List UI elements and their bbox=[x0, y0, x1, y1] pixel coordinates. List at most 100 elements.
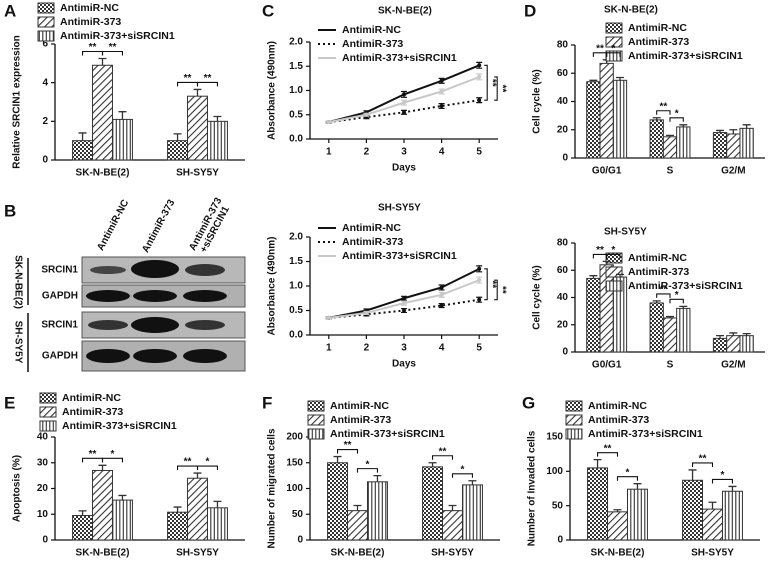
bar bbox=[739, 127, 754, 159]
legend-label: AntimiR-NC bbox=[628, 252, 687, 264]
y-tick-label: 0.0 bbox=[289, 134, 303, 145]
error-bar bbox=[448, 504, 457, 511]
significance-label: ** bbox=[184, 457, 192, 468]
band bbox=[183, 349, 227, 363]
legend-swatch bbox=[307, 428, 325, 440]
x-tick-label: 1 bbox=[326, 147, 332, 158]
x-tick-label: G0/G1 bbox=[592, 166, 622, 177]
bar bbox=[599, 264, 614, 353]
point bbox=[402, 301, 406, 306]
legend-swatch bbox=[307, 400, 325, 412]
point bbox=[477, 74, 482, 79]
y-tick-label: 0.5 bbox=[289, 305, 303, 316]
x-tick-label: 2 bbox=[364, 147, 370, 158]
y-tick-label: 150 bbox=[546, 432, 563, 443]
error-bar bbox=[666, 134, 674, 137]
bar bbox=[607, 511, 628, 541]
significance-bracket bbox=[606, 253, 621, 259]
band bbox=[133, 290, 177, 302]
band bbox=[86, 290, 130, 302]
y-axis-label: Number of Invaded cells bbox=[527, 430, 538, 546]
y-tick-label: 150 bbox=[286, 457, 303, 468]
x-tick-label: 1 bbox=[326, 343, 332, 354]
significance-bracket bbox=[101, 50, 123, 56]
y-tick-label: 40 bbox=[37, 432, 49, 443]
legend-label: AntimiR-NC bbox=[628, 22, 687, 34]
bar bbox=[347, 510, 368, 541]
x-tick-label: SH-SY5Y bbox=[176, 168, 219, 179]
bar bbox=[712, 132, 728, 159]
bar bbox=[92, 64, 113, 161]
y-tick-label: 0 bbox=[42, 535, 48, 546]
significance-bracket bbox=[196, 465, 218, 471]
bar bbox=[167, 511, 189, 541]
error-bar bbox=[589, 79, 598, 82]
significance-bracket bbox=[484, 64, 488, 101]
legend-swatch bbox=[565, 400, 583, 412]
bar bbox=[726, 335, 741, 353]
significance-label: ** bbox=[596, 245, 604, 256]
bar bbox=[72, 515, 94, 541]
x-axis-label: Days bbox=[392, 359, 416, 370]
bar bbox=[612, 79, 628, 159]
error-bar bbox=[428, 462, 437, 467]
bar bbox=[366, 481, 388, 541]
y-tick-label: 0 bbox=[562, 347, 568, 358]
panel-label: B bbox=[4, 201, 16, 220]
significance-bracket bbox=[669, 117, 684, 122]
significance-bracket bbox=[432, 455, 454, 460]
significance-bracket bbox=[606, 52, 621, 57]
significance-bracket bbox=[669, 298, 684, 304]
group-label: SH-SY5Y bbox=[12, 321, 23, 364]
legend-label: AntimiR-NC bbox=[342, 24, 401, 36]
legend-label: AntimiR-373+siSRCIN1 bbox=[330, 428, 445, 440]
y-tick-label: 20 bbox=[557, 319, 569, 330]
x-tick-label: 3 bbox=[401, 343, 407, 354]
error-bar bbox=[589, 275, 598, 279]
significance-label: ** bbox=[487, 280, 498, 288]
point bbox=[439, 104, 444, 109]
lane-label: GAPDH bbox=[42, 291, 78, 302]
column-label: AntimiR-373 bbox=[140, 198, 177, 255]
chart-title: SH-SY5Y bbox=[604, 227, 647, 238]
error-bar bbox=[78, 132, 87, 141]
point bbox=[402, 110, 406, 115]
band bbox=[131, 260, 179, 278]
point bbox=[326, 120, 331, 125]
significance-bracket bbox=[656, 293, 671, 298]
y-tick-label: 1.5 bbox=[289, 256, 303, 267]
bar bbox=[327, 462, 349, 541]
legend-swatch bbox=[605, 252, 623, 264]
error-bar bbox=[679, 124, 688, 127]
bar bbox=[72, 140, 94, 161]
bar bbox=[662, 136, 678, 159]
significance-label: ** bbox=[596, 43, 604, 54]
column-label: AntimiR-NC bbox=[95, 198, 131, 253]
x-tick-label: 2 bbox=[364, 343, 370, 354]
bar bbox=[587, 467, 609, 541]
y-axis-label: Number of migrated cells bbox=[267, 428, 278, 548]
legend-label: AntimiR-373 bbox=[628, 36, 689, 48]
legend-swatch bbox=[605, 22, 623, 34]
point bbox=[477, 63, 482, 68]
y-tick-label: 40 bbox=[557, 96, 569, 107]
bar bbox=[111, 499, 133, 541]
point bbox=[439, 292, 444, 297]
y-tick-label: 200 bbox=[286, 432, 303, 443]
significance-label: * bbox=[111, 449, 115, 460]
legend-swatch bbox=[39, 406, 57, 418]
bar bbox=[662, 317, 678, 353]
error-bar bbox=[373, 474, 382, 482]
significance-label: * bbox=[461, 464, 465, 475]
bar bbox=[111, 118, 133, 161]
legend-label: AntimiR-373 bbox=[62, 406, 123, 418]
error-bar bbox=[333, 455, 342, 463]
group-label: SK-N-BE(2) bbox=[12, 255, 23, 309]
bar bbox=[721, 490, 743, 541]
x-tick-label: 4 bbox=[439, 147, 445, 158]
error-bar bbox=[688, 469, 697, 481]
y-axis-label: Apoptosis (%) bbox=[12, 455, 23, 522]
x-tick-label: SK-N-BE(2) bbox=[76, 168, 130, 179]
legend-label: AntimiR-NC bbox=[60, 2, 119, 14]
significance-label: ** bbox=[659, 101, 667, 112]
